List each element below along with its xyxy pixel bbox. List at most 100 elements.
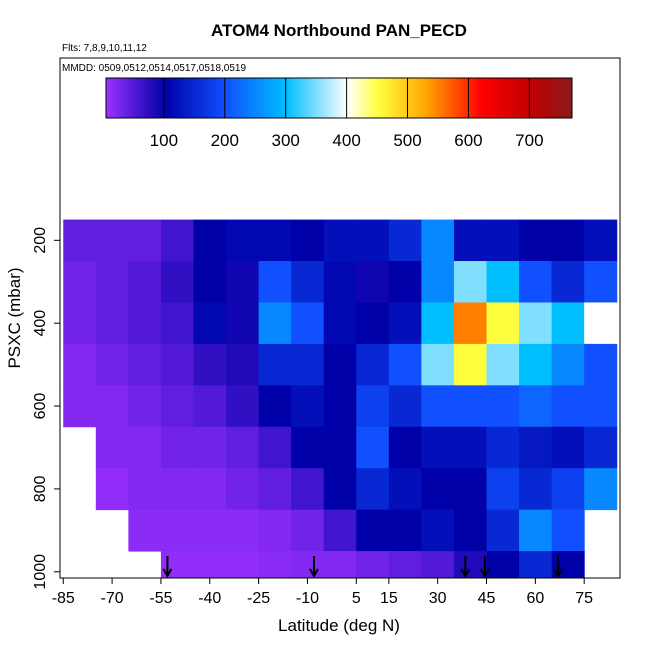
colorbar-step [124, 78, 127, 118]
cell [95, 302, 129, 345]
colorbar-step [348, 78, 351, 118]
cell [551, 343, 585, 386]
colorbar-step [360, 78, 363, 118]
colorbar-step [486, 78, 489, 118]
cell [323, 261, 357, 303]
colorbar-step [222, 78, 225, 118]
colorbar-step [458, 78, 461, 118]
colorbar-step [206, 78, 209, 118]
colorbar-step [558, 78, 561, 118]
colorbar-step [208, 78, 211, 118]
colorbar-step [568, 78, 571, 118]
cell [356, 551, 390, 578]
cell [486, 219, 520, 262]
arrow [162, 556, 173, 579]
colorbar-step [430, 78, 433, 118]
cell [258, 385, 292, 428]
colorbar-step [508, 78, 511, 118]
cell [388, 426, 422, 469]
colorbar-step [468, 78, 471, 118]
colorbar-step [312, 78, 315, 118]
cell [421, 426, 455, 469]
colorbar-step [394, 78, 397, 118]
colorbar-step [250, 78, 253, 118]
colorbar-step [172, 78, 175, 118]
cell [63, 261, 97, 303]
cell [421, 219, 455, 262]
cell [551, 468, 585, 511]
colorbar-step [364, 78, 367, 118]
colorbar-step [380, 78, 383, 118]
colorbar-step [544, 78, 547, 118]
colorbar-step [546, 78, 549, 118]
cell [258, 468, 292, 511]
colorbar-step [552, 78, 555, 118]
cell [95, 385, 129, 428]
colorbar-step [132, 78, 135, 118]
cell [226, 385, 260, 428]
colorbar-step [270, 78, 273, 118]
cell [291, 302, 325, 345]
colorbar-step [228, 78, 231, 118]
colorbar-step [154, 78, 157, 118]
colorbar-step [554, 78, 557, 118]
colorbar-step [142, 78, 145, 118]
colorbar-step [334, 78, 337, 118]
colorbar-step [420, 78, 423, 118]
cell [421, 261, 455, 303]
cell [486, 468, 520, 511]
colorbar-step [330, 78, 333, 118]
cell [128, 468, 162, 511]
cell [584, 468, 618, 511]
colorbar-step [444, 78, 447, 118]
colorbar-step [310, 78, 313, 118]
arrow [480, 556, 490, 579]
colorbar-step [344, 78, 347, 118]
cell [258, 302, 292, 345]
cell [323, 302, 357, 345]
colorbar-step [244, 78, 247, 118]
colorbar-step [160, 78, 163, 118]
colorbar-step [106, 78, 109, 118]
colorbar-step [136, 78, 139, 118]
cell [356, 468, 390, 511]
colorbar-step [146, 78, 149, 118]
colorbar-step [560, 78, 563, 118]
colorbar-step [482, 78, 485, 118]
x-tick-label: 15 [380, 590, 398, 607]
cell [291, 385, 325, 428]
colorbar-step [180, 78, 183, 118]
colorbar-step [440, 78, 443, 118]
cell [388, 261, 422, 303]
colorbar-step [122, 78, 125, 118]
cell [258, 261, 292, 303]
x-tick-label: 75 [575, 590, 593, 607]
colorbar-step [158, 78, 161, 118]
arrow [309, 556, 319, 579]
y-tick-label: 600 [32, 393, 49, 420]
colorbar-step [278, 78, 281, 118]
colorbar-step [426, 78, 429, 118]
cell [519, 426, 553, 469]
colorbar-step [286, 78, 289, 118]
colorbar-step [542, 78, 545, 118]
colorbar-step [188, 78, 191, 118]
colorbar-step [370, 78, 373, 118]
colorbar-step [184, 78, 187, 118]
x-tick-label: 45 [478, 590, 496, 607]
cell [128, 302, 162, 345]
colorbar-step [416, 78, 419, 118]
colorbar-tick-label: 600 [454, 131, 482, 150]
colorbar-step [536, 78, 539, 118]
cell [453, 261, 488, 303]
colorbar-step [412, 78, 415, 118]
cell [226, 219, 260, 262]
cell [160, 468, 194, 511]
cell [193, 385, 227, 428]
colorbar-step [314, 78, 317, 118]
cell [388, 509, 422, 552]
colorbar-step [302, 78, 305, 118]
cell [128, 426, 162, 469]
colorbar-step [500, 78, 503, 118]
colorbar-step [476, 78, 479, 118]
